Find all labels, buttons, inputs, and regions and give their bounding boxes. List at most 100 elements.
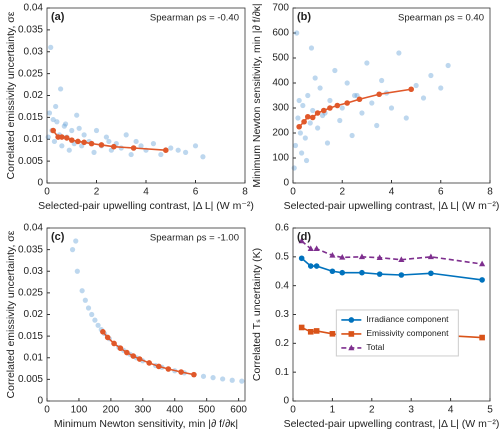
x-tick-label: 1 bbox=[330, 405, 336, 416]
marker bbox=[106, 138, 112, 145]
y-tick-label: 0.5 bbox=[275, 251, 289, 262]
x-tick-label: 8 bbox=[242, 187, 248, 198]
x-tick-label: 0 bbox=[44, 187, 50, 198]
marker bbox=[239, 378, 245, 384]
annotation: Spearman ρs = -1.00 bbox=[150, 233, 239, 244]
x-tick-label: 0 bbox=[44, 405, 50, 416]
x-tick-label: 2 bbox=[94, 187, 100, 198]
plot-area bbox=[47, 8, 245, 183]
plot-area bbox=[293, 8, 490, 183]
marker bbox=[327, 97, 333, 104]
x-tick-label: 2 bbox=[339, 187, 345, 198]
x-axis-label: Minimum Newton sensitivity, min |∂ f/∂κ| bbox=[54, 418, 238, 430]
marker bbox=[319, 112, 326, 119]
y-tick-label: 100 bbox=[272, 153, 289, 164]
marker bbox=[313, 328, 320, 334]
y-tick-label: 0 bbox=[37, 396, 43, 407]
marker bbox=[364, 60, 370, 66]
x-tick-label: 600 bbox=[230, 405, 247, 416]
marker bbox=[296, 123, 302, 130]
x-tick-label: 4 bbox=[143, 187, 149, 198]
marker bbox=[438, 85, 444, 91]
marker bbox=[305, 92, 311, 99]
annotation: Spearman ρs = -0.40 bbox=[150, 13, 239, 24]
marker bbox=[294, 30, 300, 36]
y-tick-label: 0.03 bbox=[24, 266, 44, 277]
y-tick-label: 200 bbox=[272, 128, 289, 139]
x-tick-label: 5 bbox=[487, 405, 493, 416]
y-tick-label: 0.035 bbox=[18, 25, 43, 36]
y-tick-label: 700 bbox=[272, 3, 289, 14]
y-tick-label: 0.025 bbox=[18, 68, 43, 79]
marker bbox=[301, 118, 307, 125]
x-tick-label: 6 bbox=[193, 187, 199, 198]
panel-label: (d) bbox=[297, 231, 311, 243]
marker bbox=[82, 297, 88, 303]
y-tick-label: 0.035 bbox=[18, 244, 43, 255]
marker bbox=[309, 114, 316, 121]
marker bbox=[88, 140, 95, 147]
x-tick-label: 3 bbox=[408, 405, 414, 416]
x-tick-label: 6 bbox=[438, 187, 444, 198]
y-tick-label: 0 bbox=[283, 396, 289, 407]
marker bbox=[376, 271, 383, 277]
x-axis-label: Selected-pair upwelling contrast, |Δ L| … bbox=[284, 200, 500, 212]
marker bbox=[388, 105, 395, 111]
marker bbox=[308, 45, 315, 51]
marker bbox=[317, 85, 323, 91]
marker bbox=[298, 324, 305, 331]
marker bbox=[344, 100, 350, 106]
axes-frame bbox=[292, 227, 491, 402]
y-tick-label: 0.1 bbox=[275, 367, 289, 378]
marker bbox=[376, 91, 382, 98]
marker bbox=[111, 340, 117, 347]
legend-label: Total bbox=[366, 342, 384, 352]
marker bbox=[85, 305, 92, 311]
marker bbox=[302, 135, 308, 141]
marker bbox=[100, 329, 106, 335]
marker bbox=[324, 140, 331, 146]
marker bbox=[310, 107, 316, 114]
marker bbox=[339, 254, 346, 260]
marker bbox=[396, 50, 402, 56]
y-tick-label: 0.005 bbox=[18, 156, 43, 167]
y-tick-label: 400 bbox=[272, 78, 289, 89]
marker bbox=[296, 97, 302, 104]
marker bbox=[73, 238, 79, 244]
x-tick-label: 300 bbox=[134, 405, 151, 416]
marker bbox=[339, 105, 345, 111]
marker bbox=[420, 95, 427, 101]
marker bbox=[298, 255, 305, 262]
marker bbox=[479, 277, 485, 283]
marker bbox=[136, 356, 143, 362]
marker bbox=[398, 272, 405, 278]
marker bbox=[479, 334, 485, 341]
marker bbox=[158, 151, 164, 158]
y-tick-label: 0.01 bbox=[24, 352, 44, 363]
marker bbox=[74, 112, 80, 118]
x-tick-label: 2 bbox=[369, 405, 375, 416]
marker bbox=[304, 113, 311, 120]
marker bbox=[292, 142, 299, 149]
marker bbox=[168, 145, 174, 151]
y-tick-label: 0.2 bbox=[275, 338, 289, 349]
y-tick-label: 0.3 bbox=[275, 309, 289, 320]
y-tick-label: 0.02 bbox=[24, 90, 44, 101]
marker bbox=[155, 363, 162, 370]
marker bbox=[312, 75, 318, 81]
marker bbox=[69, 127, 75, 134]
marker bbox=[427, 253, 434, 260]
plot-area bbox=[47, 228, 245, 401]
x-tick-label: 4 bbox=[389, 187, 395, 198]
marker bbox=[320, 107, 327, 114]
marker bbox=[93, 127, 100, 134]
marker bbox=[91, 149, 97, 155]
y-tick-label: 0.02 bbox=[24, 309, 44, 320]
marker bbox=[315, 125, 321, 131]
marker bbox=[313, 263, 320, 269]
marker bbox=[45, 134, 51, 140]
marker bbox=[329, 331, 336, 337]
marker bbox=[358, 253, 366, 260]
marker bbox=[117, 345, 124, 352]
marker bbox=[403, 115, 409, 121]
